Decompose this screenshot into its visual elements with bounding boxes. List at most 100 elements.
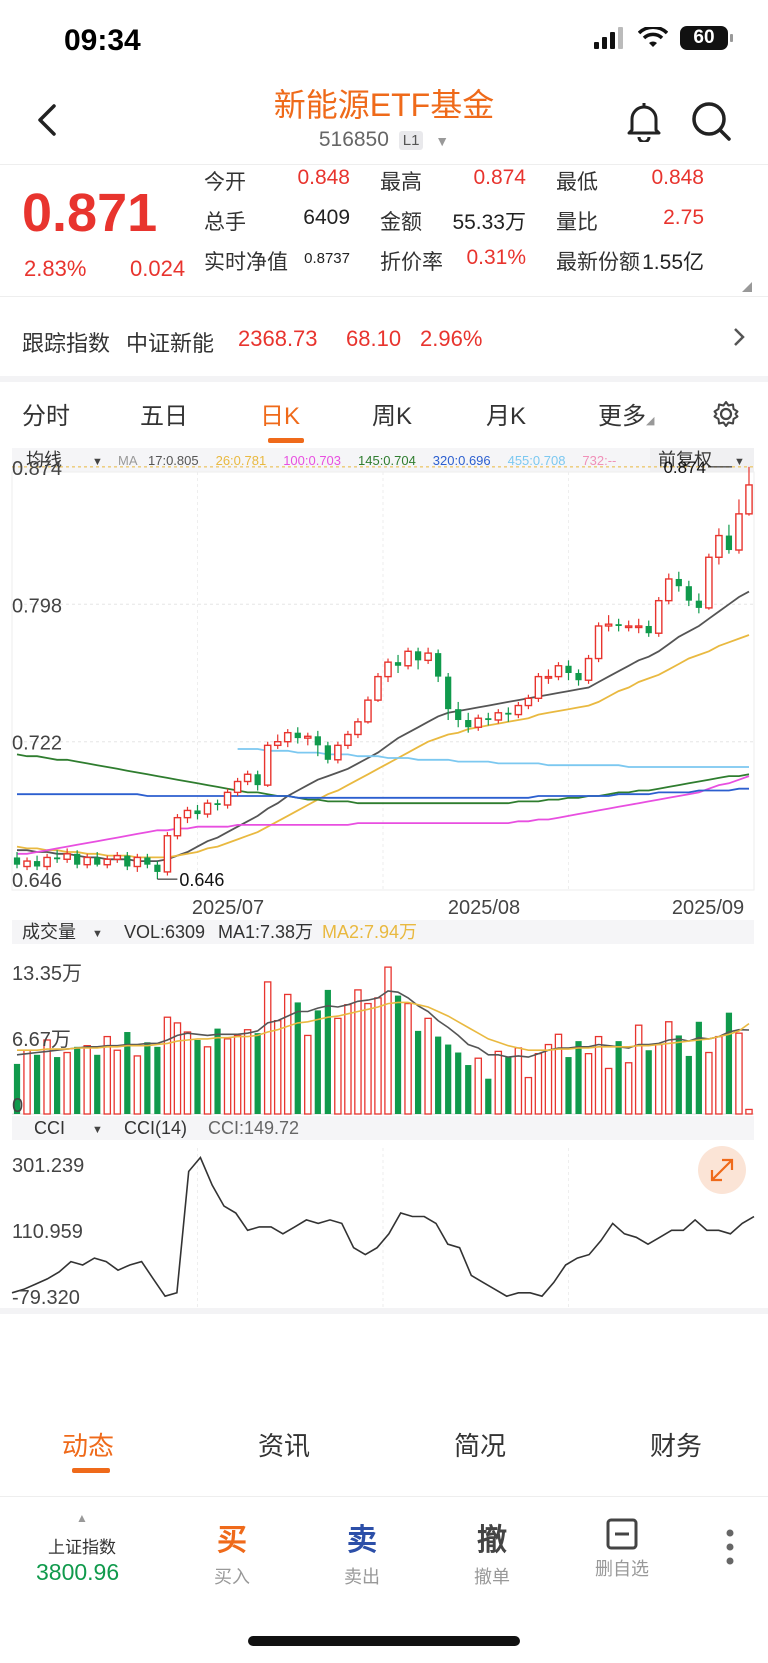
volume-bar xyxy=(604,1067,613,1115)
cancel-order-button[interactable]: 撤 撤单 xyxy=(452,1515,532,1589)
ma-legend-item: 26:0.781 xyxy=(216,453,267,468)
candle-body xyxy=(725,535,733,551)
volume-bar xyxy=(394,995,402,1114)
candle-body xyxy=(715,534,723,558)
candle-body xyxy=(83,856,92,866)
volume-ma-line xyxy=(17,1001,750,1052)
signal-icon xyxy=(594,27,623,49)
adjust-box xyxy=(650,448,754,472)
candle-body xyxy=(584,657,593,681)
volume-bar xyxy=(675,1035,682,1114)
expand-chart-button[interactable] xyxy=(698,1146,746,1194)
candle-body xyxy=(455,709,462,721)
candle-body xyxy=(735,513,743,551)
tab-news[interactable]: 资讯 xyxy=(258,1431,311,1461)
volume-legend-item: VOL:6309 xyxy=(124,922,205,942)
candle-body xyxy=(544,675,553,679)
volume-axis-label: 0 xyxy=(12,1095,23,1117)
volume-bar xyxy=(43,1039,51,1115)
candle-body xyxy=(33,861,41,867)
candle-body xyxy=(604,623,613,627)
kline-chart-svg[interactable]: 均线 ▼ MA 17:0.805 26:0.781 100:0.703 145:0.704 3… xyxy=(0,448,768,1388)
candle-body xyxy=(124,855,131,867)
tab-more[interactable]: 更多◢ xyxy=(598,396,654,431)
expand-arrows-icon xyxy=(710,1158,734,1182)
volume-bar xyxy=(154,1046,161,1114)
volume-bar xyxy=(524,1076,533,1115)
period-tabs: 分时 五日 日K 周K 月K 更多◢ xyxy=(0,382,768,448)
index-value: 3800.96 xyxy=(36,1559,120,1585)
tab-dynamics[interactable]: 动态 xyxy=(62,1431,115,1461)
candle-body xyxy=(685,586,692,601)
expand-corner-icon[interactable] xyxy=(742,282,752,292)
remove-watchlist-button[interactable]: 删自选 xyxy=(582,1515,662,1581)
tab-daily-k[interactable]: 日K xyxy=(260,403,301,430)
fund-title: 新能源ETF基金 xyxy=(273,87,495,123)
chevron-down-icon: ▼ xyxy=(92,1124,103,1136)
volume-bar xyxy=(465,1065,472,1114)
volume-bar xyxy=(173,1022,182,1115)
candle-body xyxy=(705,556,713,609)
sell-button[interactable]: 卖 卖出 xyxy=(322,1515,402,1589)
tab-monthly-k[interactable]: 月K xyxy=(486,403,527,430)
candle-body xyxy=(233,780,242,794)
volume-bar xyxy=(294,1002,301,1114)
volume-bar xyxy=(725,1012,733,1114)
price-axis-label: 0.646 xyxy=(12,870,62,892)
volume-bar xyxy=(705,1051,713,1115)
tracking-index-row[interactable]: 跟踪指数 中证新能 2368.73 68.10 2.96% xyxy=(0,296,768,376)
price-axis-label: 0.722 xyxy=(12,733,62,755)
volume-bar xyxy=(665,1021,673,1115)
candle-body xyxy=(163,835,172,873)
high-price-label: 0.874 xyxy=(663,458,706,477)
tab-five-day[interactable]: 五日 xyxy=(140,403,188,430)
volume-bar xyxy=(384,966,392,1115)
volume-bar xyxy=(494,1050,503,1115)
ma-legend-item: 100:0.703 xyxy=(283,453,341,468)
ma-legend-item: 145:0.704 xyxy=(358,453,416,468)
search-icon[interactable] xyxy=(690,100,732,142)
tracking-label: 跟踪指数 xyxy=(22,331,111,356)
candle-body xyxy=(23,860,31,868)
candle-body xyxy=(314,736,321,746)
volume-bar xyxy=(514,1047,523,1115)
buy-label: 买入 xyxy=(214,1567,250,1587)
volume-bar xyxy=(565,1057,572,1114)
stat-label: 总手 xyxy=(204,211,246,234)
tab-finance[interactable]: 财务 xyxy=(650,1431,703,1461)
tab-intraday[interactable]: 分时 xyxy=(22,403,70,430)
ma-prefix: MA xyxy=(118,453,138,468)
candle-body xyxy=(303,735,312,739)
volume-header-bar xyxy=(12,920,754,944)
fund-code-selector[interactable]: 516850 L1 ▼ xyxy=(0,128,768,152)
back-arrow-icon[interactable] xyxy=(28,100,68,140)
buy-button[interactable]: 买 买入 xyxy=(192,1515,272,1589)
candle-body xyxy=(354,721,362,736)
volume-bar xyxy=(103,1035,112,1115)
settings-gear-icon[interactable] xyxy=(712,400,740,428)
sell-label: 卖出 xyxy=(344,1567,380,1587)
tab-profile[interactable]: 简况 xyxy=(454,1431,507,1461)
bell-icon[interactable] xyxy=(624,100,664,142)
volume-axis-label: 13.35万 xyxy=(12,963,82,985)
volume-bar xyxy=(474,1057,483,1115)
tracking-index-name: 中证新能 xyxy=(126,331,215,356)
candle-body xyxy=(474,717,483,728)
tab-weekly-k[interactable]: 周K xyxy=(372,403,413,430)
tracking-index-pct: 2.96% xyxy=(420,326,483,351)
chevron-down-icon: ▼ xyxy=(92,928,103,940)
cci-header-bar xyxy=(12,1116,754,1140)
volume-legend-item: MA2:7.94万 xyxy=(322,922,417,942)
candle-body xyxy=(675,578,682,587)
volume-bar xyxy=(83,1045,91,1115)
volume-bar xyxy=(344,1004,352,1115)
more-options-icon[interactable] xyxy=(726,1527,734,1567)
volume-bar xyxy=(283,993,292,1115)
active-tab-indicator xyxy=(268,438,304,443)
kline-chart-area[interactable]: 均线 ▼ MA 17:0.805 26:0.781 100:0.703 145:0.704 3… xyxy=(0,448,768,1388)
candle-body xyxy=(524,697,533,707)
stat-label: 量比 xyxy=(556,211,598,234)
volume-bar xyxy=(194,1039,201,1114)
stat-label: 最新份额 xyxy=(556,251,640,274)
candle-body xyxy=(514,704,523,716)
